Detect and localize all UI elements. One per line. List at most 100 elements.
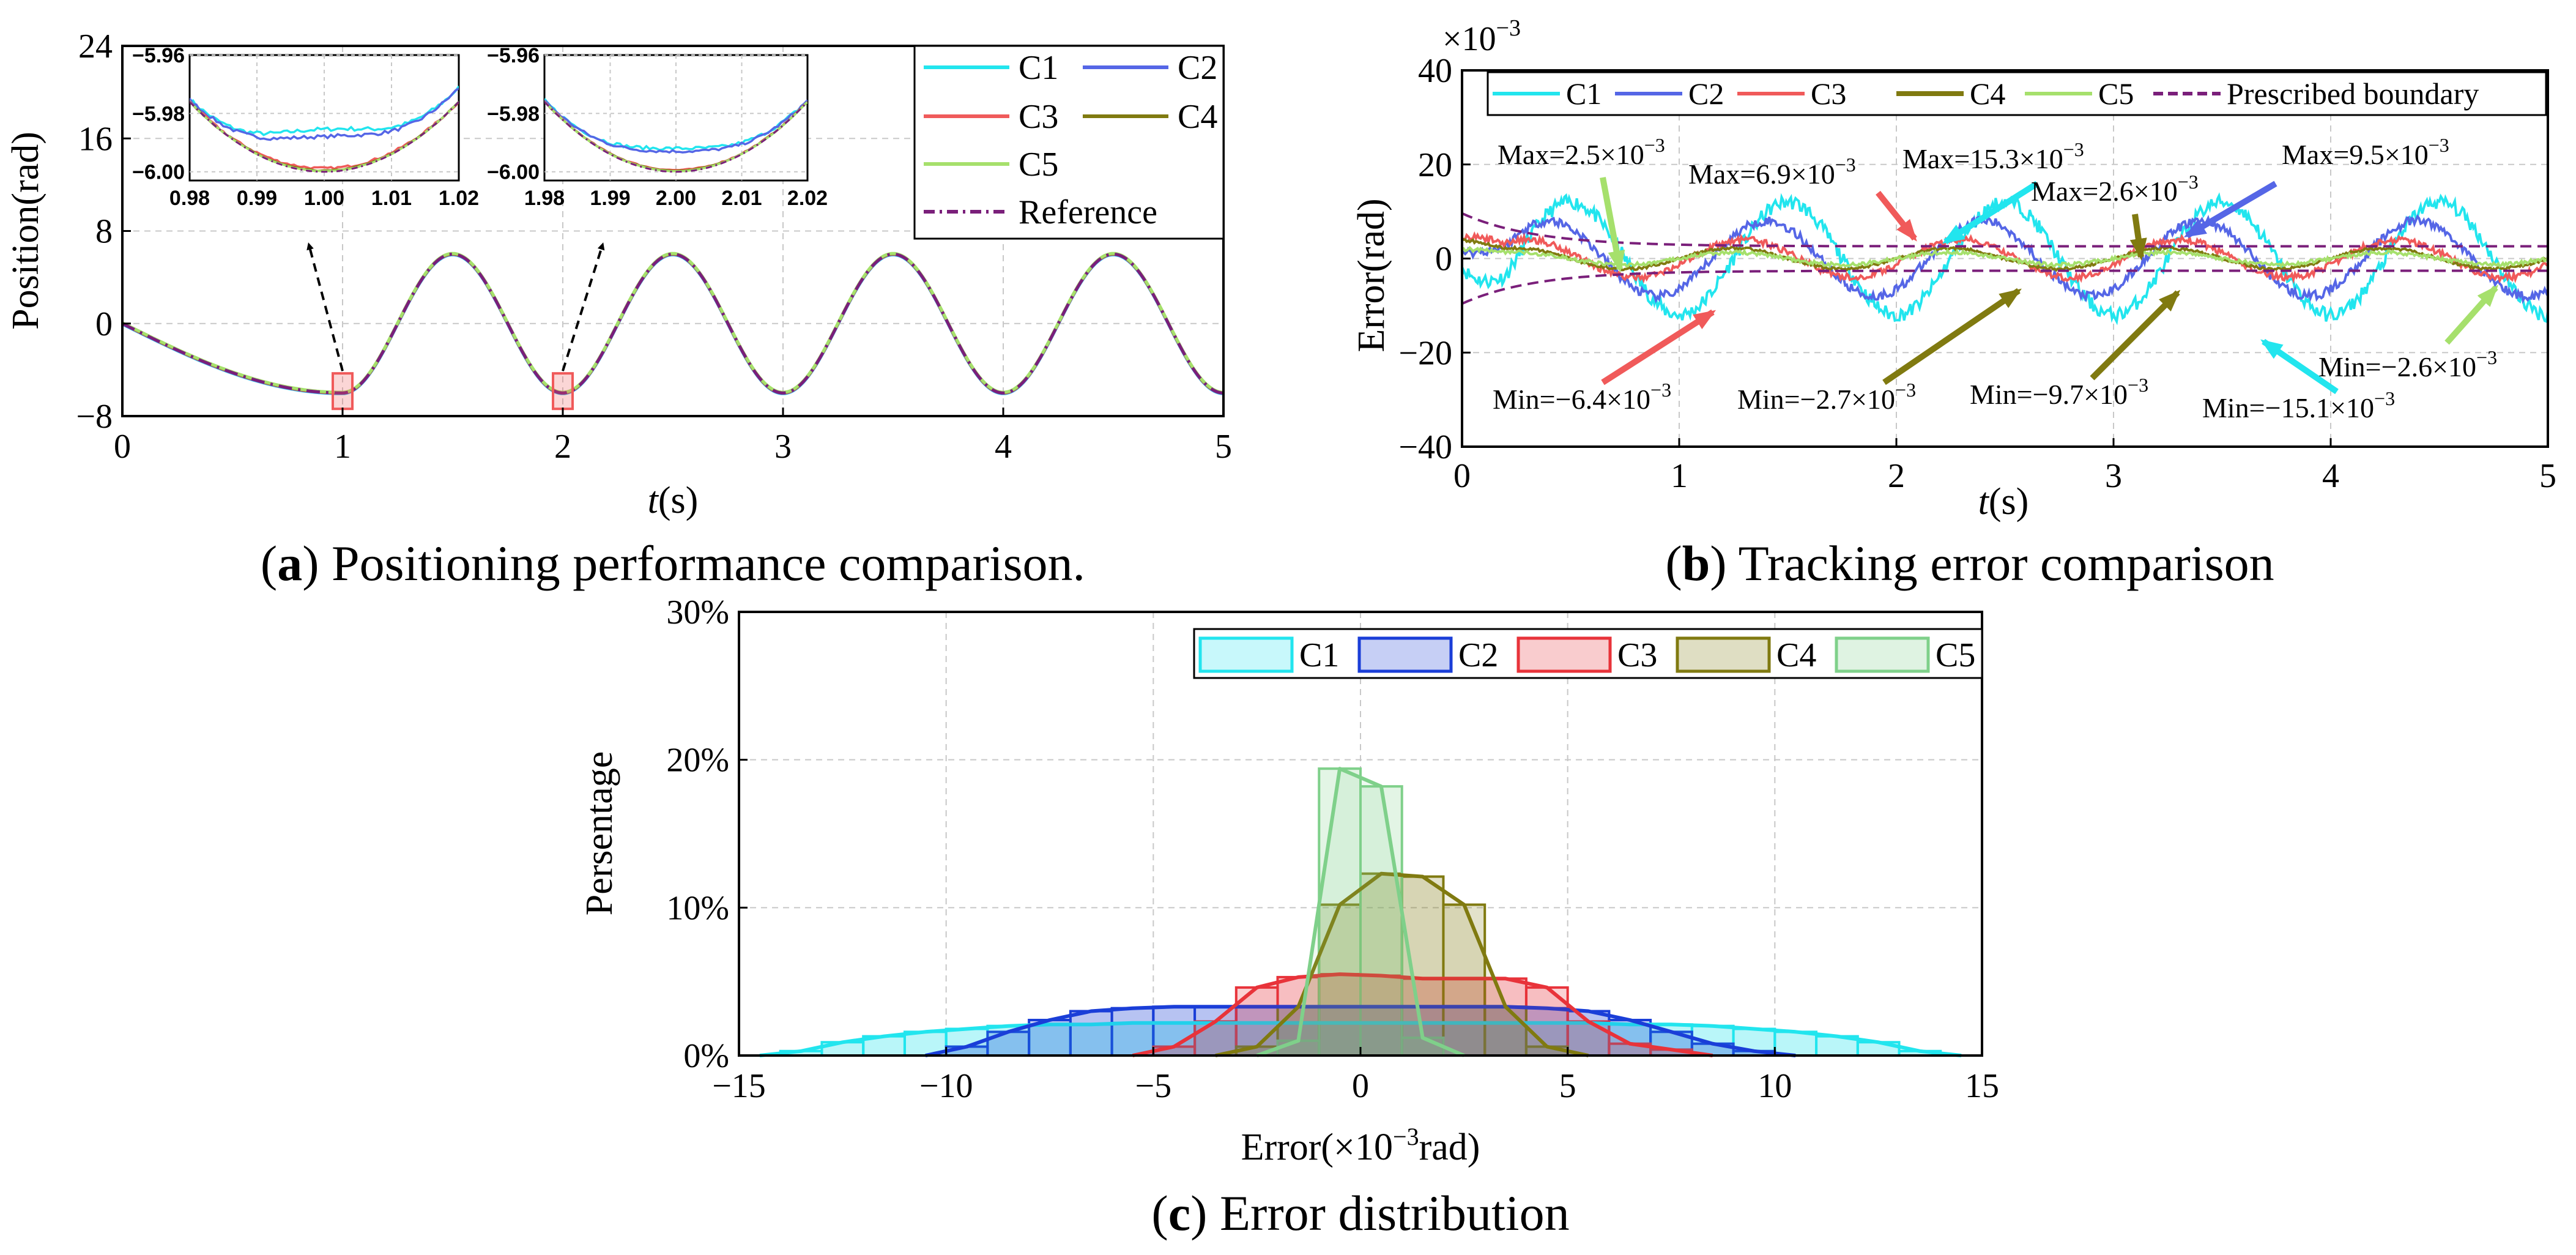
x-tick-label: 1 [334,428,351,466]
annotation-label: Max=2.5×10−3 [1498,134,1665,170]
y-tick-label: −20 [1398,334,1452,372]
panel-c-histogram: −15 −10 −5 0 5 10 15 0% 10% 20% 30% Persentage Er… [579,594,1999,1241]
annotation-exp: −3 [1835,154,1856,176]
panel-c-x-ticks: −15 −10 −5 0 5 10 15 [712,1047,1999,1105]
annotation-exp: −3 [1650,379,1671,401]
inset-y-tick-label: −6.00 [132,161,185,184]
inset-arrow-2 [562,242,605,371]
legend-label: C5 [1019,146,1058,184]
annotation-text: Min=−2.6×10 [2318,351,2476,382]
x-tick-label: 2 [1888,457,1905,495]
panel-b-xlabel: t(s) [1978,481,2029,523]
error-curve-C1 [1461,192,2549,326]
x-tick-label: −5 [1135,1067,1172,1105]
inset-y-tick-label: −5.98 [487,102,540,125]
inset-curves [544,98,807,173]
panel-c-y-ticks: 0% 10% 20% 30% [666,594,748,1075]
legend-label: C1 [1019,49,1058,87]
annotation-exp: −3 [2429,134,2449,156]
annotation-exp: −3 [2178,171,2199,193]
inset-x-tick-label: 1.01 [371,187,412,210]
panel-b-scale-label: ×10−3 [1442,15,1521,58]
y-tick-label: 24 [78,28,113,65]
annotation-arrow [2444,285,2498,345]
panel-c-xlabel-base: Error(×10 [1241,1127,1393,1168]
annotation-arrow [2260,338,2339,395]
panel-a-y-ticks: −8 0 8 16 24 [76,28,131,436]
panel-b-caption-label: b [1682,535,1710,591]
inset-x-tick-label: 2.02 [787,187,828,210]
panel-c-caption-label: c [1168,1185,1190,1241]
panel-b-scale-base: ×10 [1442,20,1496,58]
y-tick-label: 0 [1435,240,1452,278]
inset-x-tick-label: 1.98 [524,187,565,210]
y-tick-label: 8 [95,213,113,251]
panel-b-caption: (b) Tracking error comparison [1665,535,2274,591]
inset-curve-reference [544,101,807,173]
x-tick-label: 5 [1215,428,1232,466]
annotation-text: Min=−15.1×10 [2202,392,2374,423]
legend-label: C1 [1299,636,1339,674]
x-tick-label: −15 [712,1067,766,1105]
x-tick-label: 5 [1559,1067,1576,1105]
inset-y-tick-label: −5.98 [132,102,185,125]
panel-c-density-curves [759,767,1962,1057]
legend-label: C3 [1617,636,1657,674]
legend-label: C5 [2098,76,2134,111]
panel-a-caption-text: Positioning performance comparison. [319,535,1086,591]
legend-label: C4 [1776,636,1816,674]
panel-b-ylabel: Error(rad) [1351,198,1392,352]
panel-b-xlabel-unit: (s) [1989,481,2029,523]
x-tick-label: 15 [1965,1067,1999,1105]
x-tick-label: 3 [2105,457,2122,495]
x-tick-label: 0 [1352,1067,1369,1105]
panel-b-legend: C1 C2 C3 C4 C5 Prescribed boundary [1487,71,2547,116]
annotation-text: Max=6.9×10 [1688,158,1835,190]
panel-c-xlabel-exp: −3 [1393,1123,1419,1150]
annotation-label: Min=−2.7×10−3 [1737,379,1916,415]
legend-label: C3 [1811,76,1846,111]
annotation-label: Min=−15.1×10−3 [2202,387,2395,423]
panel-a-caption: (a) Positioning performance comparison. [261,535,1085,591]
annotation-text: Max=9.5×10 [2282,139,2429,170]
annotation-arrow [1876,190,1917,242]
legend-label: Prescribed boundary [2227,76,2479,111]
annotation-arrow [2090,289,2181,381]
bar-C4 [1400,875,1445,1057]
density-curve-C5 [1256,767,1465,1057]
x-tick-label: 0 [114,428,131,466]
annotation-label: Min=−9.7×10−3 [1970,374,2148,410]
panel-a-inset-arrows [306,242,605,371]
panel-c-ylabel: Persentage [579,751,620,916]
panel-c-caption: (c) Error distribution [1151,1185,1569,1241]
position-curve-reference [121,252,1224,395]
panel-a-xlabel: t(s) [648,480,699,521]
inset-x-tick-label: 0.98 [169,187,210,210]
inset-curve-C2 [544,99,807,154]
prescribed-boundary-down [1461,269,2548,305]
inset-x-tick-label: 2.01 [721,187,762,210]
annotation-arrow [1600,177,1625,273]
panel-c-xlabel: Error(×10−3rad) [1241,1123,1480,1168]
annotation-arrow [1601,309,1717,385]
inset-curve-C1 [190,85,459,136]
y-tick-label: 30% [666,594,729,631]
panel-c-legend: C1 C2 C3 C4 C5 [1193,628,1983,679]
inset-y-tick-label: −5.96 [487,44,540,67]
inset-x-tick-label: 1.99 [590,187,630,210]
annotation-arrow [1942,181,2039,245]
panel-a-xlabel-italic: t [648,480,659,521]
annotation-label: Max=9.5×10−3 [2282,134,2449,170]
legend-label: C5 [1936,636,1975,674]
y-tick-label: −8 [76,398,113,436]
inset-arrow-1 [306,242,344,371]
y-tick-label: 20 [1418,146,1452,184]
annotation-label: Min=−2.6×10−3 [2318,346,2497,382]
inset-y-tick-label: −6.00 [487,161,540,184]
annotation-exp: −3 [2063,138,2084,160]
annotation-text: Min=−9.7×10 [1970,379,2128,410]
x-tick-label: 4 [2322,457,2339,495]
bar-C1 [1773,1030,1818,1057]
density-curve-C2 [925,1005,1796,1057]
